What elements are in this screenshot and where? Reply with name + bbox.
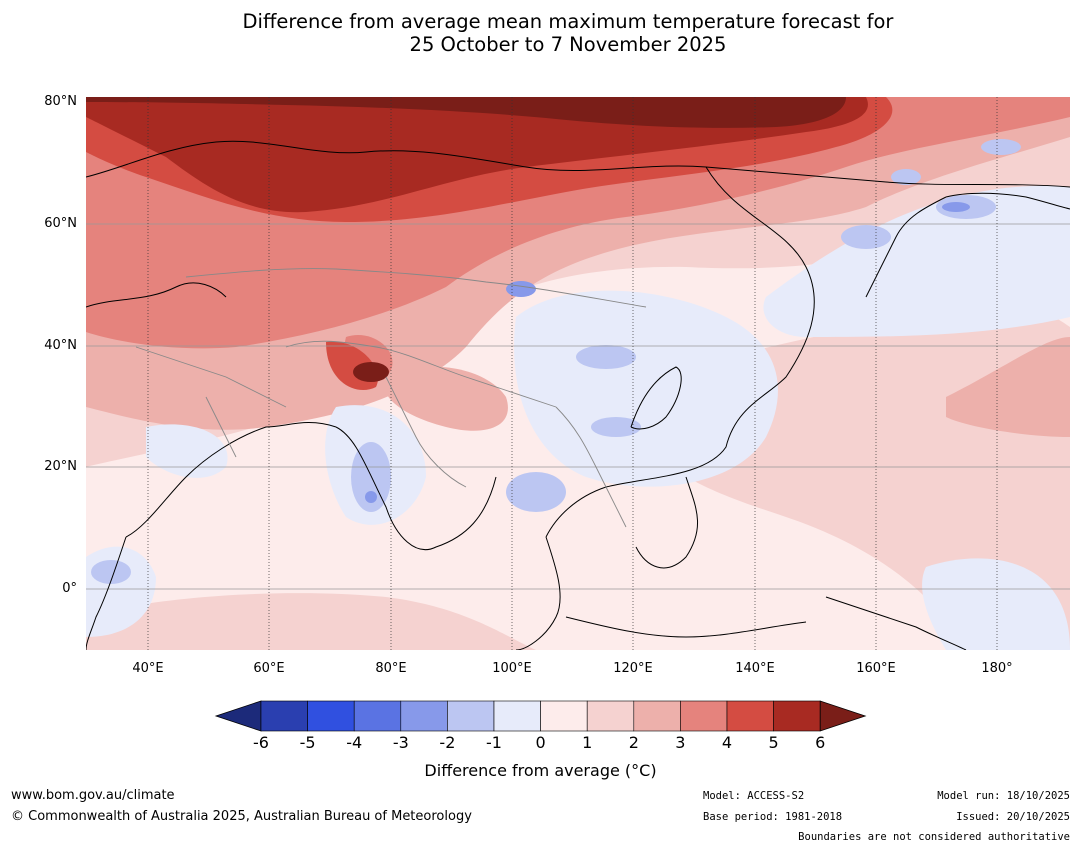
map-svg [86, 97, 1070, 650]
colorbar-tick-label: -2 [439, 733, 456, 752]
lon-label-160e: 160°E [856, 661, 896, 676]
colorbar-tick-label: 4 [721, 733, 733, 752]
colorbar-tick-label: -6 [253, 733, 269, 752]
lon-gridlines [147, 97, 998, 650]
map-title: Difference from average mean maximum tem… [0, 10, 1081, 56]
colorbar-label: Difference from average (°C) [424, 761, 657, 780]
colorbar-cell [493, 700, 541, 732]
colorbar-cell [307, 700, 355, 732]
model-run-text: Model run: 18/10/2025 [937, 790, 1070, 802]
colorbar-tick-label: -1 [486, 733, 502, 752]
colorbar-cell [400, 700, 448, 732]
colorbar-cell [726, 700, 774, 732]
lat-label-60n: 60°N [44, 216, 77, 231]
colorbar-cell [633, 700, 681, 732]
lon-label-100e: 100°E [492, 661, 532, 676]
colorbar-cell [260, 700, 308, 732]
lon-label-40e: 40°E [132, 661, 164, 676]
colorbar-cell [540, 700, 588, 732]
colorbar-cell [447, 700, 495, 732]
issued-text: Issued: 20/10/2025 [956, 811, 1070, 823]
coastlines [86, 140, 1070, 650]
colorbar-tick-label: -5 [299, 733, 316, 752]
colorbar-extend-high [819, 700, 867, 732]
copyright-text: © Commonwealth of Australia 2025, Austra… [11, 809, 472, 824]
title-line-1: Difference from average mean maximum tem… [242, 10, 894, 33]
lon-label-120e: 120°E [613, 661, 653, 676]
colorbar-cell [773, 700, 821, 732]
colorbar-tick-label: -4 [346, 733, 363, 752]
lat-label-20n: 20°N [44, 459, 77, 474]
title-line-2: 25 October to 7 November 2025 [409, 33, 727, 56]
colorbar-cell [353, 700, 402, 732]
colorbar-tick-label: 5 [768, 733, 779, 752]
lon-label-80e: 80°E [375, 661, 407, 676]
lat-gridlines [86, 223, 1070, 590]
colorbar-tick-label: 2 [628, 733, 639, 752]
colorbar-tick-label: 1 [582, 733, 593, 752]
colorbar-tick-label: 0 [535, 733, 546, 752]
model-text: Model: ACCESS-S2 [703, 790, 805, 802]
lat-label-40n: 40°N [44, 338, 77, 353]
country-borders [135, 268, 647, 528]
colorbar-tick-label: 6 [815, 733, 826, 752]
colorbar-cell [586, 700, 635, 732]
colorbar-extend-low [214, 700, 262, 732]
temperature-anomaly-map [86, 97, 1070, 650]
lon-label-180: 180° [981, 661, 1013, 676]
lon-label-60e: 60°E [253, 661, 285, 676]
lat-label-0: 0° [62, 581, 77, 596]
base-period-text: Base period: 1981-2018 [703, 811, 843, 823]
lon-label-140e: 140°E [735, 661, 775, 676]
lat-label-80n: 80°N [44, 94, 77, 109]
colorbar-tick-label: -3 [392, 733, 409, 752]
colorbar-cell [680, 700, 728, 732]
colorbar-tick-label: 3 [675, 733, 686, 752]
disclaimer-text: Boundaries are not considered authoritat… [798, 831, 1070, 843]
website-link[interactable]: www.bom.gov.au/climate [11, 788, 175, 803]
